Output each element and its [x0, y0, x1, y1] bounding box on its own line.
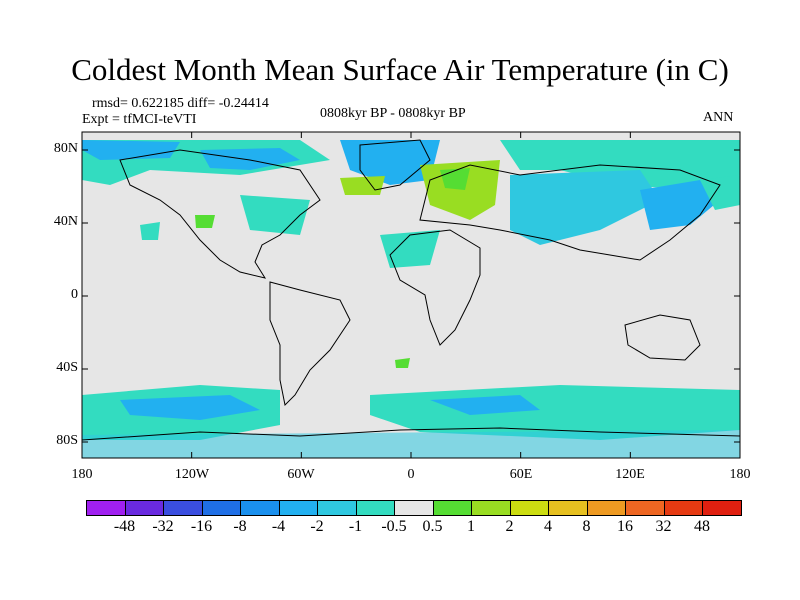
colorbar-box: [201, 500, 241, 516]
period-text: 0808kyr BP - 0808kyr BP: [320, 106, 466, 121]
experiment-text: Expt = tfMCI-teVTI: [82, 112, 197, 127]
season-text: ANN: [703, 110, 734, 125]
antarctica-outline: [82, 427, 740, 441]
colorbar-box: [163, 500, 203, 516]
colorbar-label: -32: [152, 518, 174, 535]
colorbar-label: 0.5: [422, 518, 443, 535]
anomaly-patch-siberia: [500, 140, 740, 190]
colorbar-label: 4: [544, 518, 552, 535]
colorbar-label: 2: [505, 518, 514, 535]
colorbar-label: 16: [617, 518, 633, 535]
south-america-outline: [269, 281, 351, 407]
anomaly-fields: [82, 140, 740, 458]
anomaly-patch-south-atlantic: [395, 358, 410, 368]
africa-outline: [389, 229, 481, 346]
anomaly-patch-southern-pacific-core: [120, 395, 260, 420]
anomaly-patch-north-atlantic: [340, 176, 385, 195]
lat-label-40n: 40N: [53, 214, 78, 229]
colorbar-label: 48: [694, 518, 710, 535]
colorbar-label: 1: [467, 518, 475, 535]
colorbar-box: [355, 500, 395, 516]
lon-label-0: 0: [407, 467, 415, 482]
greenland-outline: [359, 139, 431, 191]
colorbar-box: [509, 500, 549, 516]
lon-label-120e: 120E: [615, 467, 645, 482]
colorbar-label: -16: [190, 518, 213, 535]
colorbar-box: [278, 500, 318, 516]
lat-label-40s: 40S: [56, 360, 78, 375]
colorbar-box: [124, 500, 164, 516]
lon-label-120w: 120W: [174, 467, 210, 482]
anomaly-patch-southern-indian-core: [430, 395, 540, 415]
anomaly-patch-sahara: [380, 230, 440, 268]
axis-ticks: [81, 132, 741, 458]
stats-text: rmsd= 0.622185 diff= -0.24414: [92, 96, 269, 111]
colorbar-label: -0.5: [381, 518, 407, 535]
north-america-outline: [119, 149, 321, 279]
anomaly-patch-antarctica: [82, 430, 740, 458]
lat-label-80s: 80S: [56, 433, 78, 448]
colorbar-box: [240, 500, 280, 516]
lat-label-0: 0: [71, 287, 78, 302]
australia-outline: [624, 314, 701, 361]
colorbar-box: [432, 500, 472, 516]
lon-label-60e: 60E: [509, 467, 533, 482]
anomaly-patch-pacific-small: [140, 222, 160, 240]
anomaly-patch-rockies: [195, 215, 215, 228]
colorbar-box: [625, 500, 665, 516]
lat-label-80n: 80N: [53, 141, 78, 156]
colorbar-label: -8: [233, 518, 247, 535]
colorbar-box: [702, 500, 742, 516]
anomaly-patch-pacific-north: [700, 175, 740, 210]
chart-title: Coldest Month Mean Surface Air Temperatu…: [71, 52, 729, 87]
colorbar-label: -4: [271, 518, 286, 535]
colorbar-label: -2: [310, 518, 324, 535]
anomaly-patch-north-america-east: [240, 195, 310, 235]
colorbar-box: [86, 500, 126, 516]
lon-label-60w: 60W: [287, 467, 315, 482]
lon-label-180w: 180: [71, 467, 93, 482]
colorbar-box: [663, 500, 703, 516]
anomaly-patch-europe: [420, 160, 500, 220]
anomaly-patch-alaska: [82, 140, 180, 160]
lon-label-180e: 180: [729, 467, 751, 482]
colorbar-label: -48: [113, 518, 136, 535]
colorbar-box: [471, 500, 511, 516]
coastlines: [82, 139, 740, 441]
colorbar-box: [394, 500, 434, 516]
colorbar-box: [586, 500, 626, 516]
colorbar-box: [317, 500, 357, 516]
eurasia-outline: [419, 164, 721, 261]
colorbar-label: -1: [348, 518, 363, 535]
anomaly-patch-greenland: [340, 140, 440, 185]
colorbar-box: [548, 500, 588, 516]
colorbar-label: 32: [655, 518, 672, 535]
anomaly-patch-central-asia: [510, 170, 660, 245]
anomaly-patch-east-asia: [640, 180, 720, 230]
colorbar-label: 8: [582, 518, 591, 535]
